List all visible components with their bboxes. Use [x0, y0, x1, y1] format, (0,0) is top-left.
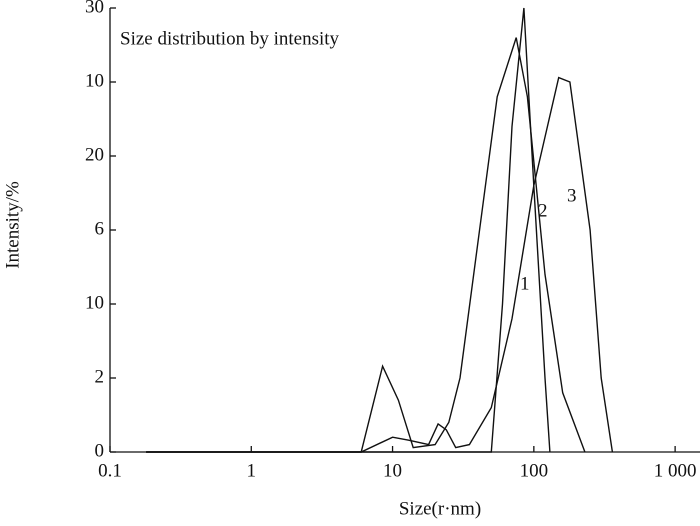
x-tick-label: 10: [383, 460, 402, 481]
series-label: 1: [520, 273, 530, 294]
line-series: [146, 37, 586, 453]
y-tick-label: 10: [85, 70, 104, 91]
x-tick-label: 1: [247, 460, 257, 481]
line-series: [146, 76, 614, 453]
series-label: 3: [567, 185, 577, 206]
y-tick-label: 10: [85, 292, 104, 313]
x-tick-label: 1 000: [654, 460, 697, 481]
y-tick-label: 6: [95, 218, 105, 239]
line-series: [146, 7, 551, 453]
x-tick-label: 0.1: [98, 460, 122, 481]
y-tick-label: 30: [85, 0, 104, 17]
chart-title: Size distribution by intensity: [120, 28, 340, 49]
x-axis-label: Size(r·nm): [399, 498, 481, 519]
series-label: 2: [538, 200, 548, 221]
y-tick-label: 20: [85, 144, 104, 165]
y-tick-label: 2: [95, 366, 105, 387]
y-axis-label: Intensity/%: [2, 181, 23, 269]
y-tick-label: 0: [95, 440, 105, 461]
x-tick-label: 100: [520, 460, 549, 481]
